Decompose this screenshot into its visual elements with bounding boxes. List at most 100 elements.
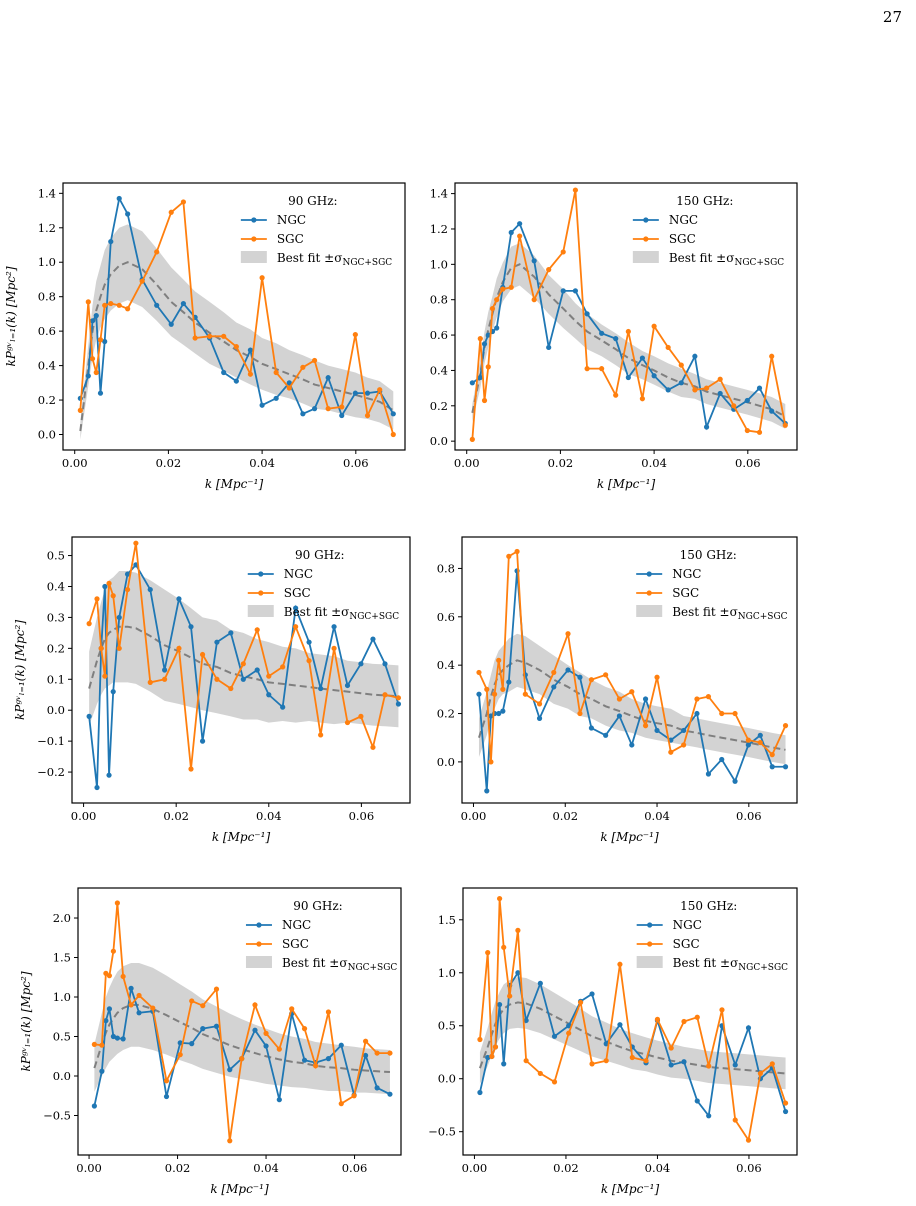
legend-sgc-label: SGC bbox=[284, 586, 311, 600]
x-tick-label: 0.04 bbox=[256, 809, 282, 823]
legend-sgc-marker bbox=[647, 941, 653, 947]
data-point-sgc bbox=[374, 1050, 380, 1056]
data-point-sgc bbox=[254, 627, 260, 633]
best-fit-band bbox=[89, 571, 399, 728]
data-point-sgc bbox=[120, 973, 126, 980]
data-point-ngc bbox=[477, 1089, 483, 1096]
data-point-sgc bbox=[560, 249, 566, 255]
data-point-ngc bbox=[494, 325, 500, 331]
legend-band-swatch bbox=[240, 251, 267, 263]
data-point-ngc bbox=[108, 238, 114, 245]
legend-band-label: Best fit ±σNGC+SGC bbox=[673, 956, 788, 973]
data-point-sgc bbox=[703, 385, 710, 391]
data-point-ngc bbox=[756, 385, 763, 391]
x-tick-label: 0.02 bbox=[163, 809, 189, 823]
data-point-sgc bbox=[494, 297, 500, 303]
data-point-sgc bbox=[477, 336, 483, 342]
data-point-ngc bbox=[339, 412, 345, 419]
data-point-sgc bbox=[577, 999, 584, 1006]
data-point-sgc bbox=[168, 209, 174, 215]
data-point-sgc bbox=[572, 187, 579, 193]
data-point-sgc bbox=[382, 692, 388, 698]
data-point-sgc bbox=[507, 993, 513, 999]
data-point-ngc bbox=[782, 764, 789, 770]
axes-frame bbox=[62, 182, 406, 451]
y-tick-label: 0.5 bbox=[438, 1019, 456, 1033]
axes-frame bbox=[462, 887, 798, 1156]
data-point-sgc bbox=[213, 986, 220, 992]
legend-title: 90 GHz: bbox=[295, 548, 345, 562]
data-point-sgc bbox=[469, 436, 475, 442]
page-number: 27 bbox=[882, 8, 902, 26]
legend-ngc-label: NGC bbox=[282, 918, 311, 932]
data-point-sgc bbox=[306, 658, 312, 664]
data-point-sgc bbox=[517, 233, 523, 239]
data-point-ngc bbox=[116, 614, 122, 621]
data-point-sgc bbox=[584, 366, 590, 372]
data-point-ngc bbox=[240, 676, 246, 682]
data-point-sgc bbox=[477, 1036, 483, 1043]
legend-band-label: Best fit ±σNGC+SGC bbox=[282, 956, 397, 973]
data-point-ngc bbox=[147, 586, 153, 593]
y-tick-label: 0.0 bbox=[437, 755, 455, 769]
data-point-ngc bbox=[506, 679, 512, 685]
data-point-sgc bbox=[488, 759, 494, 765]
data-point-sgc bbox=[189, 998, 195, 1004]
data-point-sgc bbox=[108, 300, 114, 307]
data-point-ngc bbox=[692, 353, 698, 359]
data-point-ngc bbox=[572, 288, 579, 294]
data-point-ngc bbox=[325, 1056, 332, 1062]
data-point-ngc bbox=[617, 1022, 623, 1028]
data-point-ngc bbox=[363, 1052, 369, 1059]
data-point-ngc bbox=[496, 710, 502, 717]
data-point-sgc bbox=[266, 673, 272, 679]
data-point-sgc bbox=[192, 335, 198, 341]
y-tick-label: 0.2 bbox=[437, 707, 455, 721]
x-tick-label: 0.00 bbox=[461, 809, 487, 823]
data-point-sgc bbox=[599, 366, 605, 372]
data-point-ngc bbox=[300, 411, 306, 417]
axes-frame bbox=[77, 887, 402, 1156]
legend-sgc-marker bbox=[646, 590, 652, 596]
data-point-ngc bbox=[485, 1054, 491, 1061]
data-point-sgc bbox=[603, 672, 609, 678]
y-tick-label: 1.2 bbox=[38, 221, 56, 235]
data-point-ngc bbox=[199, 738, 206, 744]
data-point-sgc bbox=[221, 333, 227, 339]
data-point-ngc bbox=[517, 221, 523, 227]
data-point-ngc bbox=[293, 605, 299, 611]
data-point-sgc bbox=[116, 302, 122, 308]
data-point-ngc bbox=[536, 715, 543, 721]
data-point-sgc bbox=[719, 710, 725, 717]
legend-ngc-marker bbox=[251, 217, 257, 223]
data-point-sgc bbox=[589, 1061, 595, 1067]
plot-area bbox=[469, 187, 788, 442]
data-point-sgc bbox=[577, 710, 583, 717]
data-point-ngc bbox=[588, 725, 595, 731]
data-point-sgc bbox=[163, 1078, 170, 1084]
y-tick-label: 0.5 bbox=[53, 1030, 71, 1044]
data-point-sgc bbox=[351, 1093, 357, 1099]
data-point-sgc bbox=[124, 586, 131, 593]
data-point-ngc bbox=[703, 424, 710, 430]
data-point-ngc bbox=[382, 661, 388, 667]
data-point-ngc bbox=[678, 380, 684, 386]
legend-ngc-label: NGC bbox=[669, 213, 698, 227]
legend-ngc-marker bbox=[643, 217, 649, 223]
x-tick-label: 0.06 bbox=[342, 1161, 368, 1175]
data-point-sgc bbox=[387, 1050, 393, 1056]
data-point-ngc bbox=[338, 1042, 344, 1048]
data-point-sgc bbox=[629, 689, 635, 695]
data-point-sgc bbox=[91, 1041, 97, 1048]
data-point-sgc bbox=[99, 1042, 105, 1048]
data-point-ngc bbox=[616, 713, 623, 719]
data-point-ngc bbox=[352, 390, 358, 396]
legend-band-label: Best fit ±σNGC+SGC bbox=[669, 251, 784, 268]
data-point-ngc bbox=[259, 402, 265, 408]
data-point-sgc bbox=[207, 333, 213, 339]
data-point-sgc bbox=[489, 305, 496, 312]
data-point-sgc bbox=[94, 596, 100, 602]
data-point-sgc bbox=[654, 674, 660, 680]
data-point-ngc bbox=[176, 596, 182, 602]
